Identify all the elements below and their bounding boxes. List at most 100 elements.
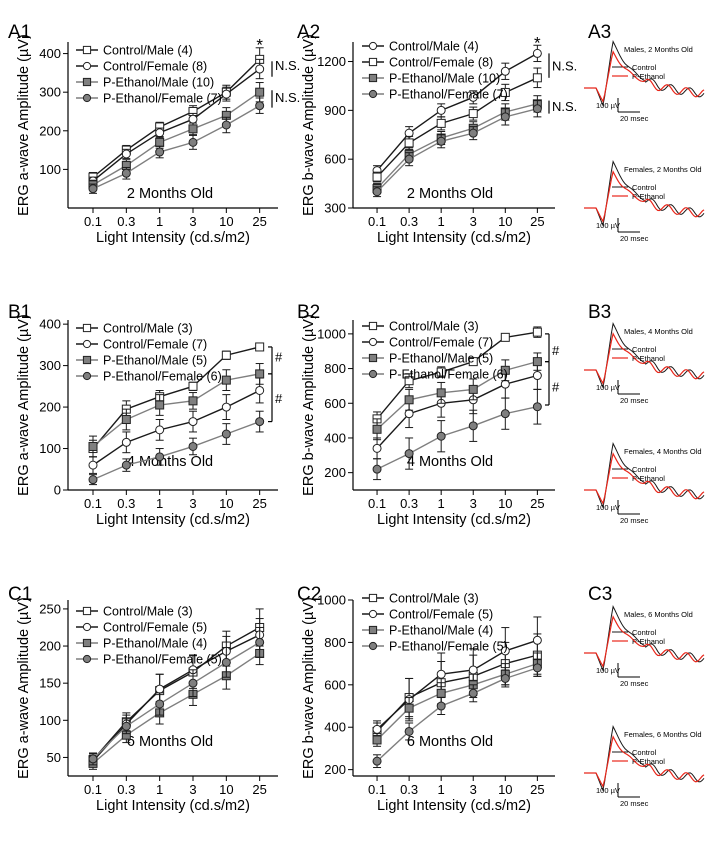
data-point [88, 460, 98, 470]
x-tick-label: 10 [219, 496, 233, 511]
y-tick-label: 300 [39, 358, 61, 373]
age-label: 6 Months Old [127, 734, 213, 750]
panel-label: A3 [588, 22, 611, 43]
y-axis-label: ERG b-wave Amplitude (µV) [301, 314, 317, 496]
legend-label: Control/Female (7) [103, 338, 207, 352]
erg-trace-p-ethanol [584, 169, 705, 223]
x-tick-label: 0.3 [400, 782, 418, 797]
data-point [155, 128, 165, 138]
legend-marker [82, 61, 92, 71]
x-axis-label: Light Intensity (cd.s/m2) [96, 798, 250, 814]
data-point [88, 184, 98, 194]
y-tick-label: 400 [324, 430, 346, 445]
data-point [372, 172, 382, 182]
legend-marker [368, 641, 378, 651]
series-open-circle [372, 44, 542, 176]
panel-label: C3 [588, 584, 612, 605]
data-point [436, 701, 446, 711]
legend-marker [82, 93, 92, 103]
x-tick-label: 1 [438, 782, 445, 797]
legend-label: Control/Female (8) [103, 60, 207, 74]
scale-label-ms: 20 msec [620, 679, 649, 688]
series-line [92, 652, 261, 764]
series-filled-circle [88, 97, 265, 194]
x-tick-label: 25 [530, 782, 544, 797]
x-tick-label: 0.3 [117, 214, 135, 229]
data-point [255, 369, 265, 379]
data-point [532, 104, 542, 114]
legend-marker [82, 606, 92, 616]
legend-marker [82, 638, 92, 648]
series-line [92, 634, 260, 762]
legend-label: P-Ethanol/Male (4) [389, 624, 493, 638]
data-point [500, 87, 510, 97]
data-point [221, 657, 231, 667]
data-point [372, 724, 382, 734]
erg-trace-control [584, 322, 705, 389]
legend-label: P-Ethanol/Female (6) [103, 370, 222, 384]
annotation-label: * [256, 36, 263, 55]
erg-trace-p-ethanol [584, 451, 705, 505]
data-point [372, 756, 382, 766]
series-open-square [372, 67, 542, 183]
legend-marker [82, 323, 92, 333]
age-label: 4 Months Old [127, 454, 213, 470]
legend-label: Control/Male (3) [389, 592, 479, 606]
x-tick-label: 0.1 [368, 496, 386, 511]
trace-legend-label: Control [632, 465, 657, 474]
x-tick-label: 1 [156, 782, 163, 797]
series-filled-circle [88, 410, 265, 486]
trace-legend-label: P-Ethanol [632, 637, 665, 646]
y-tick-label: 100 [39, 441, 61, 456]
y-axis-label: ERG b-wave Amplitude (µV) [301, 34, 317, 216]
x-tick-label: 0.1 [368, 214, 386, 229]
legend-label: Control/Male (3) [103, 605, 193, 619]
data-point [372, 187, 382, 197]
x-tick-label: 0.1 [84, 782, 102, 797]
data-point [468, 665, 478, 675]
x-tick-label: 10 [498, 782, 512, 797]
data-point [436, 669, 446, 679]
data-point [404, 703, 414, 713]
data-point [532, 327, 542, 337]
data-point [121, 460, 131, 470]
data-point [500, 673, 510, 683]
legend-label: Control/Female (5) [389, 608, 493, 622]
trace-title: Males, 2 Months Old [624, 45, 693, 54]
data-point [500, 409, 510, 419]
panel-label: C1 [8, 584, 32, 605]
data-point [468, 128, 478, 138]
data-point [188, 441, 198, 451]
legend-label: P-Ethanol/Female (7) [389, 88, 508, 102]
erg-trace-p-ethanol [584, 734, 705, 788]
legend-label: P-Ethanol/Female (5) [103, 653, 222, 667]
data-point [121, 415, 131, 425]
legend-label: P-Ethanol/Male (4) [103, 637, 207, 651]
x-tick-label: 10 [498, 214, 512, 229]
legend-marker [82, 371, 92, 381]
series-line [92, 373, 260, 448]
data-point [500, 66, 510, 76]
y-tick-label: 600 [324, 396, 346, 411]
data-point [532, 402, 542, 412]
legend-label: Control/Female (7) [389, 336, 493, 350]
series-line [92, 58, 261, 178]
legend-label: P-Ethanol/Male (10) [103, 76, 214, 90]
y-tick-label: 600 [324, 152, 346, 167]
age-label: 2 Months Old [127, 186, 213, 202]
x-tick-label: 3 [189, 214, 196, 229]
x-axis-label: Light Intensity (cd.s/m2) [96, 512, 250, 528]
data-point [221, 120, 231, 130]
data-point [372, 735, 382, 745]
data-point [155, 699, 165, 709]
scale-label-ms: 20 msec [620, 234, 649, 243]
y-axis-label: ERG b-wave Amplitude (µV) [301, 597, 317, 779]
y-tick-label: 150 [39, 676, 61, 691]
y-axis-label: ERG a-wave Amplitude (µV) [16, 34, 32, 216]
data-point [404, 138, 414, 148]
series-line [376, 662, 538, 741]
data-point [500, 332, 510, 342]
annotation-label: N.S. [552, 99, 577, 114]
